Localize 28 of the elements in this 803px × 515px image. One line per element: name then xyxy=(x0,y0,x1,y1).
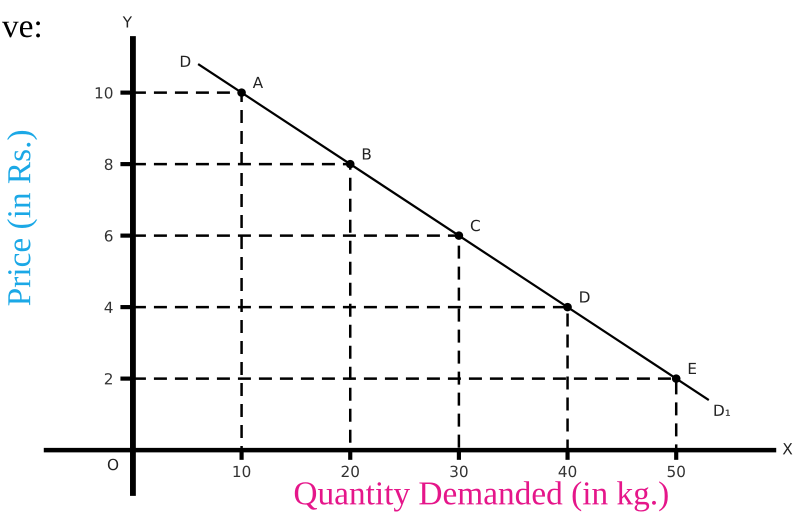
y-tick-label: 2 xyxy=(104,373,112,384)
point xyxy=(346,160,355,168)
y-tick-label: 6 xyxy=(104,230,113,242)
annotation: C xyxy=(470,220,480,232)
annotation: D xyxy=(180,56,190,67)
annotation: E xyxy=(688,362,696,374)
annotation: D₁ xyxy=(714,404,730,416)
text: Y xyxy=(122,16,132,28)
x-tick-label: 30 xyxy=(450,466,468,478)
point xyxy=(237,88,246,97)
annotation: D xyxy=(580,291,590,303)
text: ve: xyxy=(2,21,40,38)
annotation: A xyxy=(252,76,264,88)
y-axis-title: Price (in Rs.) xyxy=(7,130,38,306)
annotation: O xyxy=(108,458,118,470)
annotation: B xyxy=(362,148,371,160)
x-tick-label: 50 xyxy=(668,466,685,478)
point xyxy=(672,374,680,383)
x-axis-title: Quantity Demanded (in kg.) xyxy=(294,481,668,512)
point xyxy=(454,231,464,240)
x-tick-label: 10 xyxy=(234,466,250,478)
y-tick-label: 10 xyxy=(96,87,112,99)
y-tick-label: 8 xyxy=(104,158,112,170)
point xyxy=(563,302,572,312)
y-tick-label: 4 xyxy=(104,302,113,313)
x-tick-label: 40 xyxy=(558,466,576,478)
x-tick-label: 20 xyxy=(342,466,359,478)
text: X xyxy=(782,443,792,454)
